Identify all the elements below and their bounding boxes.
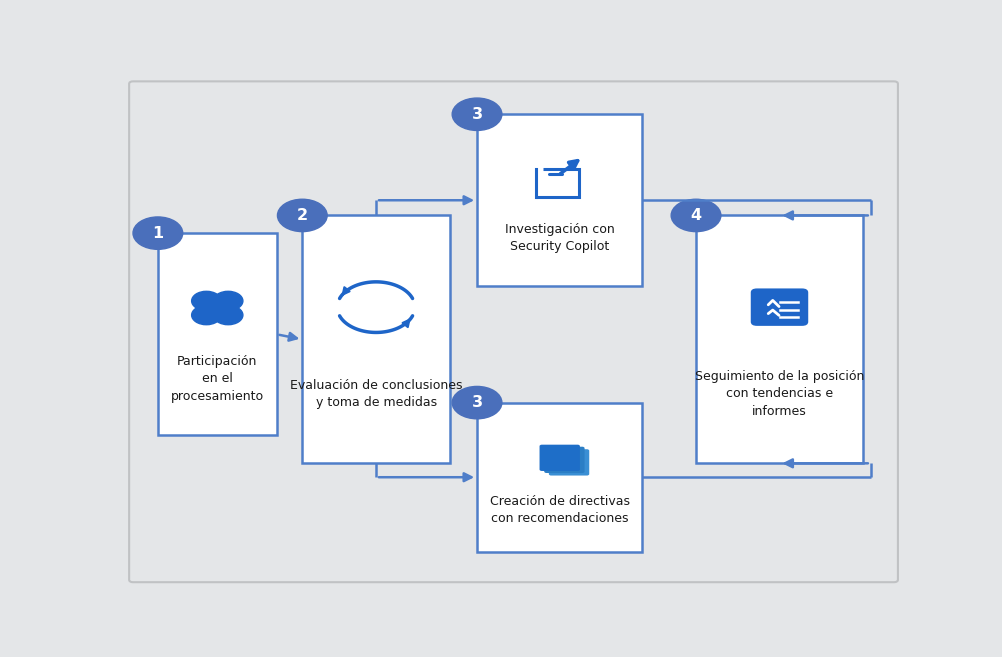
Text: Investigación con
Security Copilot: Investigación con Security Copilot [505,223,614,254]
Circle shape [191,291,221,311]
Text: 3: 3 [472,106,483,122]
FancyBboxPatch shape [696,215,863,463]
Circle shape [278,199,327,232]
Text: Participación
en el
procesamiento: Participación en el procesamiento [170,355,264,403]
Circle shape [452,98,502,131]
FancyBboxPatch shape [303,215,450,463]
Circle shape [191,306,221,325]
Circle shape [213,291,242,311]
Circle shape [133,217,182,249]
Text: 1: 1 [152,225,163,240]
Text: 3: 3 [472,395,483,410]
FancyBboxPatch shape [158,233,277,436]
Text: 2: 2 [297,208,308,223]
FancyBboxPatch shape [539,445,580,471]
Circle shape [213,306,242,325]
FancyBboxPatch shape [129,81,898,582]
Text: Evaluación de conclusiones
y toma de medidas: Evaluación de conclusiones y toma de med… [290,378,462,409]
FancyBboxPatch shape [750,288,809,326]
Circle shape [671,199,720,232]
Text: Creación de directivas
con recomendaciones: Creación de directivas con recomendacion… [490,495,629,526]
FancyBboxPatch shape [544,447,584,473]
FancyBboxPatch shape [477,114,642,286]
FancyBboxPatch shape [477,403,642,552]
Text: Seguimiento de la posición
con tendencias e
informes: Seguimiento de la posición con tendencia… [694,370,864,418]
Text: 4: 4 [690,208,701,223]
Circle shape [452,386,502,419]
FancyBboxPatch shape [549,449,589,476]
